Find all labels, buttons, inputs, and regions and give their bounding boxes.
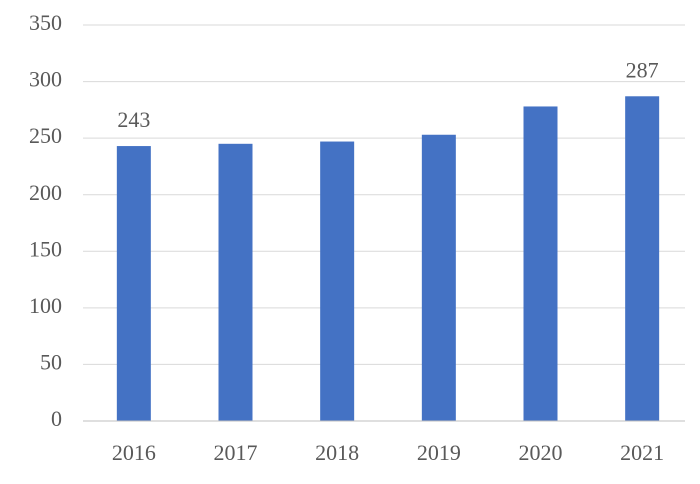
y-tick-label: 250 bbox=[29, 123, 62, 148]
bar bbox=[625, 96, 660, 421]
x-tick-label: 2018 bbox=[315, 440, 359, 465]
y-tick-label: 100 bbox=[29, 293, 62, 318]
x-tick-label: 2017 bbox=[214, 440, 258, 465]
bar bbox=[320, 141, 355, 421]
y-tick-label: 350 bbox=[29, 10, 62, 35]
x-tick-label: 2016 bbox=[112, 440, 156, 465]
bar bbox=[116, 146, 151, 421]
y-tick-label: 150 bbox=[29, 236, 62, 261]
bar bbox=[421, 134, 456, 421]
value-label: 287 bbox=[626, 57, 659, 82]
value-label: 243 bbox=[117, 107, 150, 132]
bar bbox=[218, 143, 253, 422]
y-tick-label: 200 bbox=[29, 180, 62, 205]
x-tick-label: 2021 bbox=[620, 440, 664, 465]
y-tick-label: 300 bbox=[29, 67, 62, 92]
x-tick-label: 2019 bbox=[417, 440, 461, 465]
x-tick-label: 2020 bbox=[519, 440, 563, 465]
y-tick-label: 0 bbox=[51, 406, 62, 431]
bar bbox=[523, 106, 558, 421]
y-tick-label: 50 bbox=[40, 349, 62, 374]
